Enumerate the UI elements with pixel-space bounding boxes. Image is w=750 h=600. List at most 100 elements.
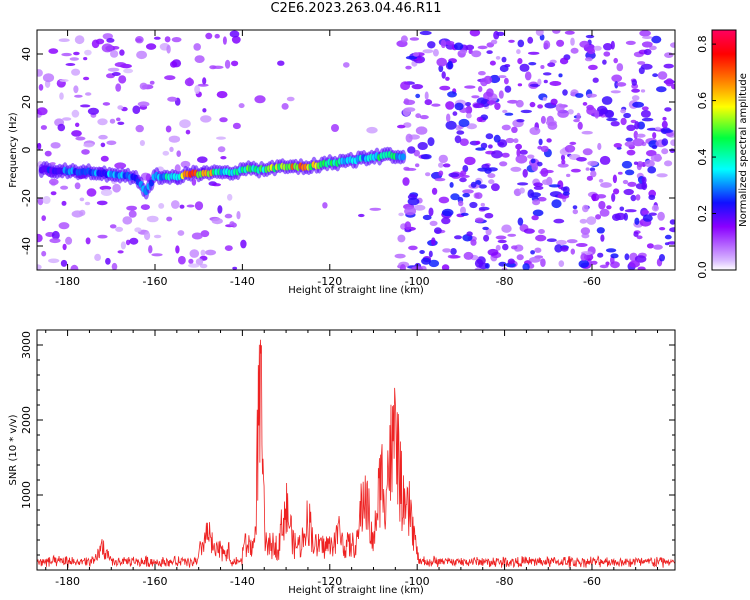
heatmap-cell: [650, 154, 663, 162]
snr-ticks: -180 -160 -140 -120 -100 -80 -60 1000 2000 3000: [20, 329, 675, 588]
heatmap-cell: [575, 93, 584, 98]
heatmap-cell: [538, 138, 543, 146]
heatmap-cell: [657, 71, 668, 80]
heatmap-cell: [369, 207, 382, 211]
heatmap-cell: [636, 235, 643, 240]
heatmap-cell: [171, 200, 180, 209]
heatmap-cell: [413, 149, 420, 157]
heatmap-cell: [473, 103, 485, 109]
heatmap-cell: [400, 35, 408, 43]
heatmap-cell: [603, 51, 611, 57]
heatmap-cell: [654, 126, 661, 131]
heatmap-cell: [195, 258, 204, 266]
heatmap-cell: [596, 227, 605, 234]
heatmap-cell: [409, 37, 420, 41]
heatmap-cell: [65, 236, 73, 245]
heatmap-cell: [73, 51, 80, 56]
heatmap-cell: [405, 133, 413, 143]
heatmap-cell: [504, 112, 514, 116]
x-tick-label: -60: [583, 275, 601, 288]
x-tick-label: -80: [496, 275, 514, 288]
heatmap-cell: [452, 111, 458, 116]
heatmap-cell: [69, 57, 80, 61]
heatmap-cell: [534, 247, 542, 253]
heatmap-cell: [408, 245, 418, 251]
heatmap-cell: [558, 73, 563, 78]
heatmap-cell: [498, 261, 507, 267]
heatmap-cell: [487, 248, 499, 256]
heatmap-cell: [504, 85, 512, 93]
heatmap-cell: [502, 109, 508, 114]
heatmap-cell: [649, 45, 657, 51]
heatmap-cell: [187, 77, 193, 86]
heatmap-cell: [635, 194, 641, 201]
heatmap-cell: [501, 124, 511, 131]
heatmap-cell: [456, 130, 465, 135]
heatmap-cell: [460, 212, 469, 216]
heatmap-cell: [110, 50, 119, 58]
heatmap-cell: [664, 107, 672, 112]
heatmap-cell: [502, 243, 509, 251]
heatmap-cell: [585, 34, 595, 39]
heatmap-cell: [238, 103, 245, 109]
heatmap-cell: [463, 251, 474, 260]
heatmap-cell: [186, 204, 195, 208]
heatmap-cell: [542, 97, 547, 101]
heatmap-cell: [599, 264, 609, 269]
heatmap-cell: [594, 110, 600, 119]
heatmap-cell: [366, 126, 378, 134]
heatmap-cell: [661, 148, 669, 155]
heatmap-cell: [179, 119, 191, 129]
heatmap-cell: [627, 181, 637, 187]
heatmap-cell: [474, 192, 483, 200]
heatmap-cell: [421, 257, 431, 265]
heatmap-cell: [191, 178, 197, 186]
heatmap-cell: [126, 205, 137, 211]
heatmap-cell: [603, 43, 613, 51]
heatmap-cell: [572, 205, 578, 210]
heatmap-cell: [100, 142, 106, 148]
heatmap-cell: [80, 104, 91, 108]
heatmap-cell: [413, 204, 426, 211]
heatmap-cell: [454, 135, 462, 144]
heatmap-cell: [460, 206, 466, 215]
heatmap-cell: [114, 162, 127, 169]
heatmap-cell: [505, 137, 515, 144]
heatmap-cell: [586, 93, 597, 98]
y-tick-label: 3000: [20, 331, 33, 359]
heatmap-cell: [447, 91, 457, 98]
heatmap-cell: [236, 211, 241, 220]
heatmap-cell: [643, 48, 652, 56]
heatmap-cell: [561, 154, 565, 161]
heatmap-cell: [640, 110, 651, 118]
heatmap-cell: [641, 41, 653, 48]
heatmap-cell: [405, 55, 418, 60]
heatmap-cell: [669, 219, 675, 225]
heatmap-cell: [517, 182, 529, 186]
heatmap-cell: [44, 150, 52, 157]
heatmap-cell: [669, 227, 675, 233]
colorbar-tick-label: 0.2: [696, 205, 709, 223]
heatmap-cell: [405, 65, 412, 70]
heatmap-cell: [670, 139, 675, 146]
heatmap-cell: [219, 117, 228, 123]
heatmap-cell: [582, 102, 588, 106]
heatmap-cell: [62, 117, 72, 121]
heatmap-cell: [191, 232, 203, 240]
heatmap-cell: [540, 167, 549, 177]
x-tick-label: -60: [583, 575, 601, 588]
heatmap-cell: [587, 160, 598, 166]
heatmap-cell: [515, 143, 522, 150]
heatmap-cell: [135, 124, 144, 133]
heatmap-cell: [549, 81, 562, 86]
heatmap-cell: [442, 163, 451, 168]
heatmap-cell: [646, 150, 657, 157]
heatmap-cell: [49, 238, 61, 244]
heatmap-cell: [483, 234, 490, 242]
heatmap-cell: [586, 216, 597, 225]
heatmap-cell: [281, 103, 289, 110]
heatmap-cell: [600, 182, 612, 188]
heatmap-cell: [144, 231, 151, 241]
heatmap-cell: [229, 221, 235, 227]
